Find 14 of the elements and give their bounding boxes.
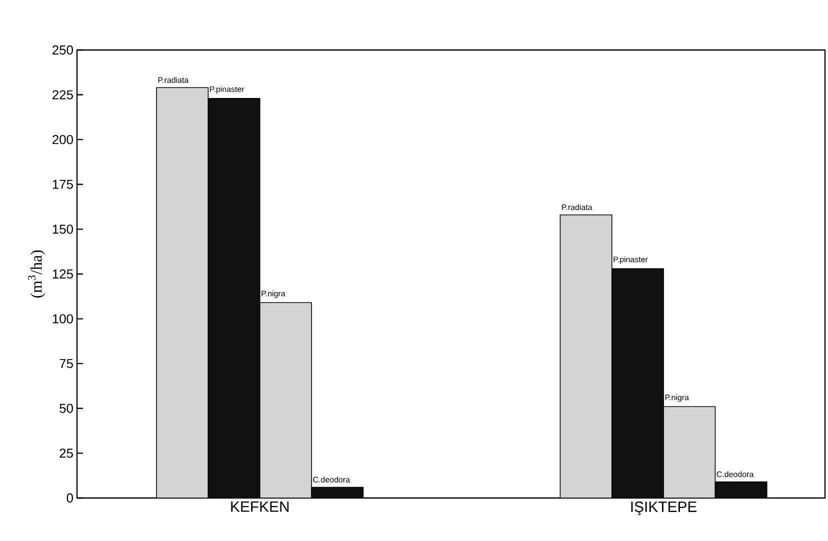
y-tick-label: 0 bbox=[66, 493, 73, 503]
y-axis-title: (m$^{3}$/ha) bbox=[28, 250, 46, 298]
y-tick-label: 250 bbox=[52, 45, 73, 55]
y-tick-label: 100 bbox=[52, 314, 73, 324]
y-tick-label: 200 bbox=[52, 135, 73, 144]
y-tick-label: 75 bbox=[60, 359, 73, 368]
y-tick-label: 50 bbox=[60, 404, 73, 413]
y-tick-label: 125 bbox=[52, 269, 73, 279]
y-tick-label: 150 bbox=[52, 224, 73, 234]
y-tick-label: 175 bbox=[52, 180, 73, 189]
y-tick-label: 25 bbox=[60, 448, 73, 458]
x-tick-label: IŞIKTEPE bbox=[631, 502, 697, 516]
x-tick-label: KEFKEN bbox=[231, 502, 289, 512]
y-tick-label: 225 bbox=[52, 90, 73, 100]
